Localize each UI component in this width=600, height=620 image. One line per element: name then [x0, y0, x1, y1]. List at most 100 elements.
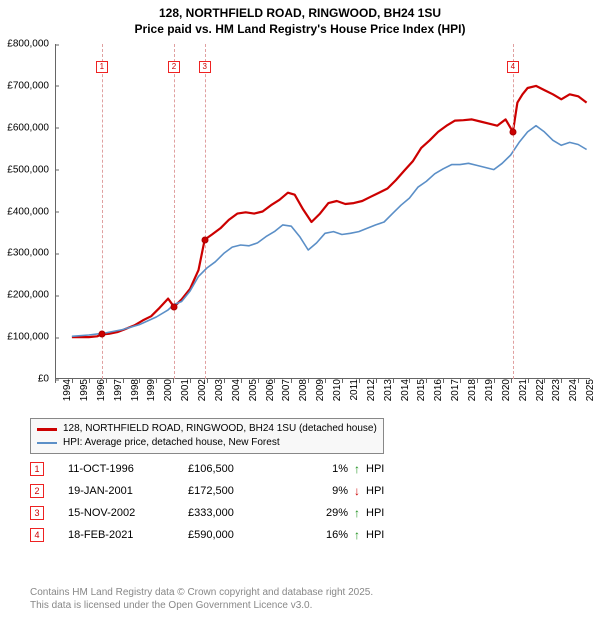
transaction-pct: 16% — [298, 529, 348, 541]
data-point-marker — [170, 303, 177, 310]
legend-row-price-paid: 128, NORTHFIELD ROAD, RINGWOOD, BH24 1SU… — [37, 422, 377, 436]
footer-line-1: Contains HM Land Registry data © Crown c… — [30, 586, 373, 599]
y-tick-label: £500,000 — [7, 164, 55, 175]
transaction-date: 11-OCT-1996 — [68, 463, 188, 475]
event-marker-box: 3 — [199, 61, 211, 73]
y-tick-label: £100,000 — [7, 332, 55, 343]
legend: 128, NORTHFIELD ROAD, RINGWOOD, BH24 1SU… — [30, 418, 384, 454]
x-tick-label: 2001 — [176, 379, 191, 401]
x-tick-label: 2007 — [277, 379, 292, 401]
transaction-price: £333,000 — [188, 507, 298, 519]
transaction-suffix: HPI — [366, 507, 406, 519]
x-tick-label: 1999 — [142, 379, 157, 401]
transaction-price: £106,500 — [188, 463, 298, 475]
transaction-price: £172,500 — [188, 485, 298, 497]
x-tick-label: 1998 — [126, 379, 141, 401]
x-tick-label: 2024 — [564, 379, 579, 401]
data-point-marker — [201, 236, 208, 243]
x-tick-label: 2022 — [531, 379, 546, 401]
y-tick-label: £700,000 — [7, 80, 55, 91]
transaction-pct: 9% — [298, 485, 348, 497]
transaction-marker-box: 4 — [30, 528, 44, 542]
x-tick-label: 2025 — [581, 379, 596, 401]
x-tick-label: 2014 — [396, 379, 411, 401]
transaction-row: 2 19-JAN-2001£172,5009%↓HPI — [30, 480, 406, 502]
x-tick-label: 1995 — [75, 379, 90, 401]
event-vline — [205, 44, 206, 379]
transaction-price: £590,000 — [188, 529, 298, 541]
transaction-date: 18-FEB-2021 — [68, 529, 188, 541]
transaction-date: 19-JAN-2001 — [68, 485, 188, 497]
x-tick-label: 2004 — [227, 379, 242, 401]
x-tick-label: 2009 — [311, 379, 326, 401]
transaction-pct: 1% — [298, 463, 348, 475]
event-marker-box: 1 — [96, 61, 108, 73]
y-tick-label: £300,000 — [7, 248, 55, 259]
x-tick-label: 2011 — [345, 379, 360, 401]
x-tick-label: 2000 — [159, 379, 174, 401]
x-tick-label: 2005 — [244, 379, 259, 401]
x-tick-label: 2018 — [463, 379, 478, 401]
x-tick-label: 2006 — [261, 379, 276, 401]
x-tick-label: 2019 — [480, 379, 495, 401]
y-tick-label: £400,000 — [7, 206, 55, 217]
footer: Contains HM Land Registry data © Crown c… — [30, 586, 373, 612]
y-tick-label: £600,000 — [7, 122, 55, 133]
event-marker-box: 4 — [507, 61, 519, 73]
title-line-2: Price paid vs. HM Land Registry's House … — [10, 22, 590, 38]
title-block: 128, NORTHFIELD ROAD, RINGWOOD, BH24 1SU… — [0, 0, 600, 41]
series-price_paid — [72, 86, 587, 337]
chart-container: 128, NORTHFIELD ROAD, RINGWOOD, BH24 1SU… — [0, 0, 600, 620]
y-tick-label: £200,000 — [7, 290, 55, 301]
transaction-row: 4 18-FEB-2021£590,00016%↑HPI — [30, 524, 406, 546]
x-tick-label: 2010 — [328, 379, 343, 401]
transactions-table: 111-OCT-1996£106,5001%↑HPI219-JAN-2001£1… — [30, 458, 406, 546]
legend-label-hpi: HPI: Average price, detached house, New … — [63, 436, 280, 450]
x-tick-label: 1996 — [92, 379, 107, 401]
transaction-pct: 29% — [298, 507, 348, 519]
arrow-up-icon: ↑ — [348, 506, 366, 520]
x-tick-label: 2012 — [362, 379, 377, 401]
transaction-marker-box: 3 — [30, 506, 44, 520]
transaction-marker-box: 2 — [30, 484, 44, 498]
x-tick-label: 2015 — [412, 379, 427, 401]
x-tick-label: 2008 — [294, 379, 309, 401]
arrow-down-icon: ↓ — [348, 484, 366, 498]
title-line-1: 128, NORTHFIELD ROAD, RINGWOOD, BH24 1SU — [10, 6, 590, 22]
event-vline — [174, 44, 175, 379]
footer-line-2: This data is licensed under the Open Gov… — [30, 599, 373, 612]
x-tick-label: 1997 — [109, 379, 124, 401]
event-vline — [513, 44, 514, 379]
x-tick-label: 2013 — [379, 379, 394, 401]
transaction-marker-box: 1 — [30, 462, 44, 476]
legend-swatch-hpi — [37, 442, 57, 444]
x-tick-label: 1994 — [58, 379, 73, 401]
transaction-suffix: HPI — [366, 485, 406, 497]
transaction-suffix: HPI — [366, 463, 406, 475]
legend-swatch-price-paid — [37, 428, 57, 431]
chart-svg — [55, 44, 590, 379]
y-tick-label: £800,000 — [7, 39, 55, 50]
arrow-up-icon: ↑ — [348, 462, 366, 476]
x-tick-label: 2016 — [429, 379, 444, 401]
x-tick-label: 2017 — [446, 379, 461, 401]
event-vline — [102, 44, 103, 379]
series-hpi — [72, 126, 587, 337]
transaction-date: 15-NOV-2002 — [68, 507, 188, 519]
x-tick-label: 2003 — [210, 379, 225, 401]
chart-area: £0£100,000£200,000£300,000£400,000£500,0… — [55, 44, 590, 379]
y-tick-label: £0 — [38, 374, 55, 385]
x-tick-label: 2021 — [514, 379, 529, 401]
legend-label-price-paid: 128, NORTHFIELD ROAD, RINGWOOD, BH24 1SU… — [63, 422, 377, 436]
data-point-marker — [98, 331, 105, 338]
transaction-row: 3 15-NOV-2002£333,00029%↑HPI — [30, 502, 406, 524]
arrow-up-icon: ↑ — [348, 528, 366, 542]
transaction-row: 1 11-OCT-1996£106,5001%↑HPI — [30, 458, 406, 480]
transaction-suffix: HPI — [366, 529, 406, 541]
x-tick-label: 2023 — [547, 379, 562, 401]
legend-row-hpi: HPI: Average price, detached house, New … — [37, 436, 377, 450]
x-tick-label: 2002 — [193, 379, 208, 401]
data-point-marker — [509, 128, 516, 135]
event-marker-box: 2 — [168, 61, 180, 73]
x-tick-label: 2020 — [497, 379, 512, 401]
